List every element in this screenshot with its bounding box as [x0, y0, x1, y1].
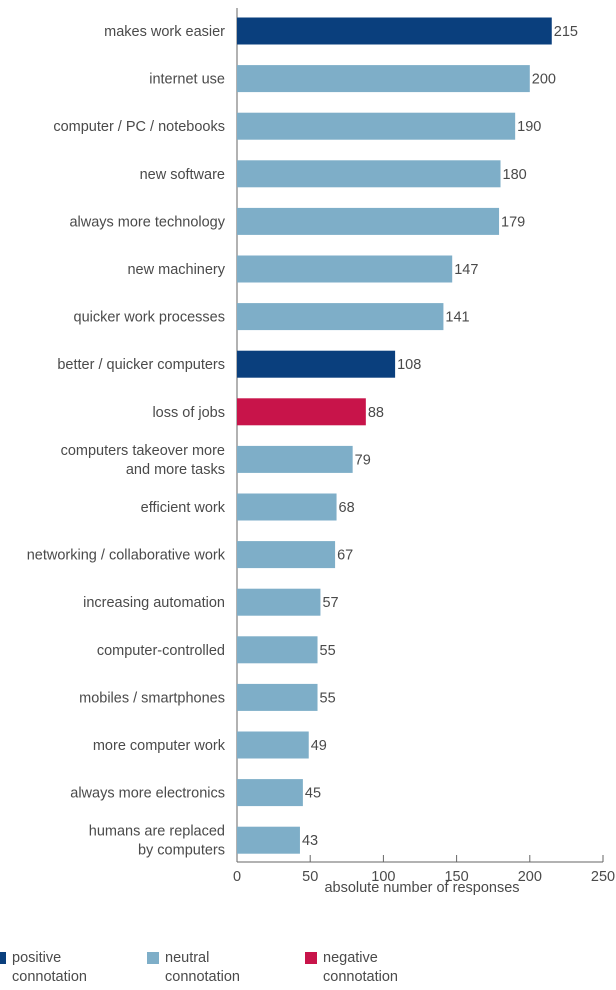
category-label: new machinery: [127, 262, 225, 278]
bar: [237, 398, 366, 426]
bar-value-label: 200: [532, 72, 556, 88]
bar-value-label: 179: [501, 214, 525, 230]
x-tick-label: 150: [444, 869, 468, 885]
bar: [237, 65, 530, 93]
bar: [237, 826, 300, 854]
x-tick-label: 200: [518, 869, 542, 885]
x-tick-label: 100: [371, 869, 395, 885]
bar-value-label: 79: [355, 452, 371, 468]
legend-label-negative: negative connotation: [323, 950, 398, 985]
bar: [237, 683, 318, 711]
bar-value-label: 45: [305, 786, 321, 802]
legend-item-positive: positive connotation: [0, 949, 124, 989]
category-label: efficient work: [141, 500, 226, 516]
bar-value-label: 55: [320, 643, 336, 659]
bar-value-label: 147: [454, 262, 478, 278]
bar-value-label: 180: [503, 167, 527, 183]
bar: [237, 160, 501, 188]
bar: [237, 588, 321, 616]
bar-chart: makes work easier internet use computer / …: [27, 8, 615, 896]
category-label: networking / collaborative work: [27, 548, 226, 564]
category-label: quicker work processes: [74, 310, 226, 326]
category-label: humans are replaced: [89, 824, 225, 840]
category-label: computers takeover more: [61, 443, 225, 459]
legend-label-positive: positive connotation: [12, 950, 87, 985]
legend-label-neutral: neutral connotation: [165, 950, 240, 985]
bar-value-label: 68: [339, 500, 355, 516]
x-axis-title: absolute number of responses: [324, 880, 519, 896]
bar: [237, 636, 318, 664]
category-label: computer / PC / notebooks: [53, 119, 225, 135]
category-label: always more electronics: [70, 786, 225, 802]
bar: [237, 255, 453, 283]
legend-swatch-positive: [0, 952, 6, 964]
category-label: more computer work: [93, 738, 226, 754]
bar: [237, 445, 353, 473]
bar-value-label: 57: [322, 595, 338, 611]
bar: [237, 17, 552, 45]
category-label: loss of jobs: [152, 405, 225, 421]
bar: [237, 779, 303, 807]
bar: [237, 207, 500, 235]
bar-value-label: 190: [517, 119, 541, 135]
bar-value-label: 88: [368, 405, 384, 421]
bar: [237, 303, 444, 331]
bar: [237, 493, 337, 521]
bar-value-label: 141: [445, 310, 469, 326]
bar-value-label: 43: [302, 833, 318, 849]
category-label: new software: [140, 167, 225, 183]
x-tick-label: 50: [302, 869, 318, 885]
bar: [237, 541, 336, 569]
bar: [237, 112, 516, 140]
legend-swatch-negative: [305, 952, 317, 964]
category-label: mobiles / smartphones: [79, 690, 225, 706]
bar: [237, 350, 396, 378]
legend-swatch-neutral: [147, 952, 159, 964]
bar-value-label: 55: [320, 690, 336, 706]
legend-item-neutral: neutral connotation: [147, 949, 277, 989]
bar-value-label: 215: [554, 24, 578, 40]
category-label: makes work easier: [104, 24, 225, 40]
bar: [237, 731, 309, 759]
category-label: by computers: [138, 843, 225, 859]
category-label: increasing automation: [83, 595, 225, 611]
x-tick-label: 250: [591, 869, 615, 885]
bar-value-label: 67: [337, 548, 353, 564]
category-label: and more tasks: [126, 462, 225, 478]
category-label: internet use: [149, 72, 225, 88]
category-label: computer-controlled: [97, 643, 225, 659]
legend-item-negative: negative connotation: [305, 949, 435, 989]
x-tick-label: 0: [233, 869, 241, 885]
category-label: always more technology: [69, 214, 225, 230]
bar-value-label: 49: [311, 738, 327, 754]
bar-value-label: 108: [397, 357, 421, 373]
category-label: better / quicker computers: [57, 357, 225, 373]
